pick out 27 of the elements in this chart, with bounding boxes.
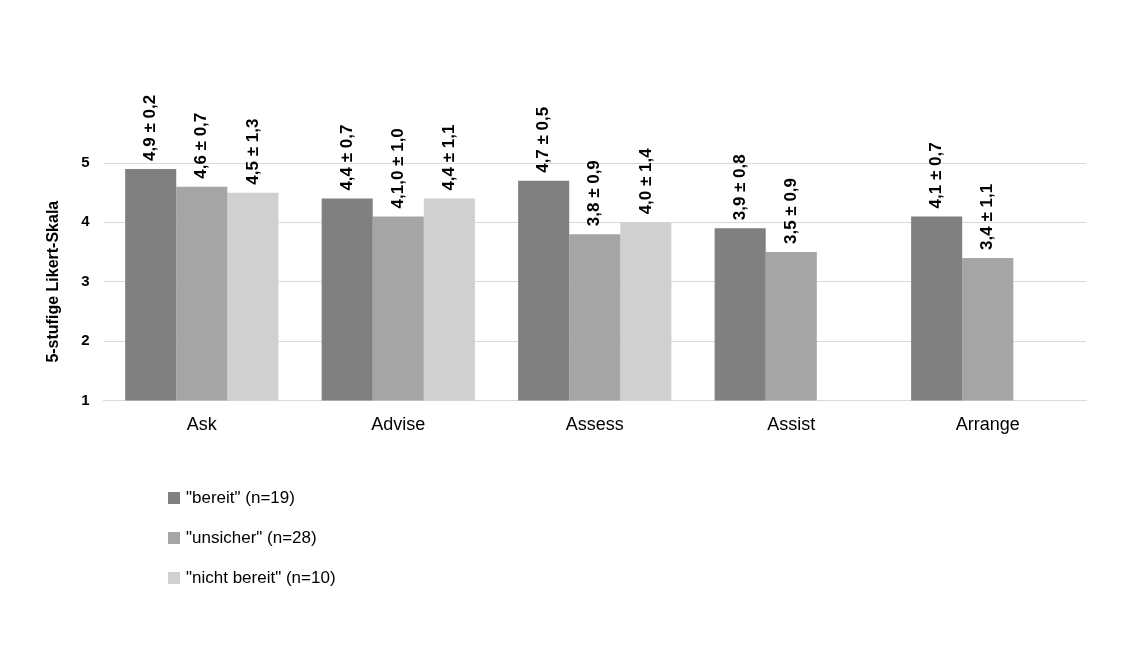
y-tick-label: 1 [81,390,90,408]
data-label: 4,5 ± 1,3 [242,118,262,185]
data-label: 3,4 ± 1,1 [977,183,997,250]
y-tick-label: 2 [81,331,90,349]
data-label: 4,1,0 ± 1,0 [387,128,407,209]
x-tick-label: Assist [767,414,816,435]
y-axis-title: 5-stufige Likert-Skala [44,200,62,363]
data-label: 4,4 ± 0,7 [336,124,356,191]
data-label: 4,1 ± 0,7 [926,142,946,209]
data-label: 3,5 ± 0,9 [780,177,800,245]
legend-label: "nicht bereit" (n=10) [186,568,336,588]
data-label: 3,9 ± 0,8 [729,154,749,221]
data-label: 4,7 ± 0,5 [533,106,553,173]
data-label: 4,0 ± 1,4 [635,147,655,215]
data-label: 4,6 ± 0,7 [191,112,211,179]
data-label: 4,4 ± 1,1 [439,124,459,191]
x-tick-label: Assess [565,414,624,435]
y-tick-label: 5 [81,153,90,171]
x-tick-label: Arrange [955,414,1020,435]
legend-label: "unsicher" (n=28) [186,528,317,548]
x-tick-label: Advise [371,414,426,435]
y-tick-label: 4 [81,212,91,230]
data-label: 4,9 ± 0,2 [140,94,160,161]
legend-label: "bereit" (n=19) [186,488,295,508]
data-label: 3,8 ± 0,9 [584,160,604,227]
x-tick-label: Ask [186,414,218,435]
y-tick-label: 3 [81,271,90,289]
